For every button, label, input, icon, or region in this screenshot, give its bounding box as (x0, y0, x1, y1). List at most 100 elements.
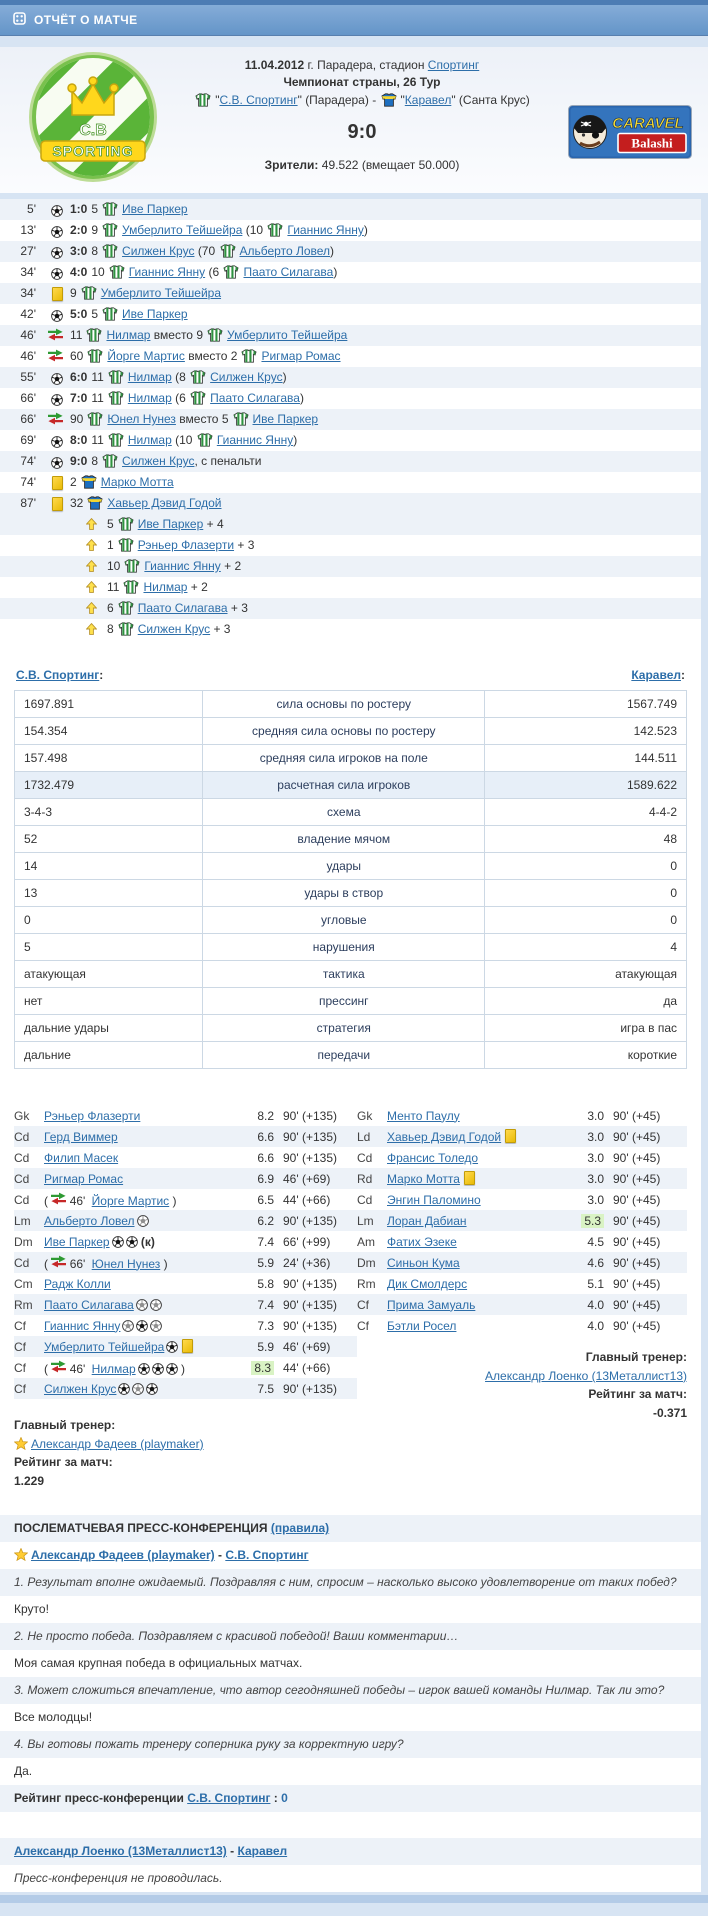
home-team-link[interactable]: С.В. Спортинг (225, 1548, 309, 1563)
player-link[interactable]: Хавьер Дэвид Годой (107, 496, 222, 510)
assist-ball-icon (135, 1298, 148, 1311)
away-stat-value: да (484, 987, 687, 1015)
player-link[interactable]: Гианнис Янну (44, 1318, 121, 1333)
home-team-link[interactable]: С.В. Спортинг (219, 92, 298, 107)
player-link[interactable]: Марко Мотта (100, 475, 174, 489)
player-link[interactable]: Умберлито Тейшейра (44, 1340, 165, 1354)
player-link[interactable]: Паато Силагава (243, 265, 334, 279)
player-link[interactable]: Умберлито Тейшейра (100, 286, 222, 300)
player-link[interactable]: Умберлито Тейшейра (227, 328, 348, 342)
player-link[interactable]: Нилмар (91, 1361, 136, 1376)
player-link[interactable]: Фатих Эзеке (387, 1234, 457, 1249)
event-time: 55' (20, 370, 36, 384)
player-link[interactable]: Рэньер Флазерти (137, 538, 235, 552)
player-number: 60 (70, 349, 84, 363)
player-link[interactable]: Юнел Нунез (107, 412, 176, 426)
player-link[interactable]: Паато Силагава (44, 1297, 134, 1312)
player-link[interactable]: Иве Паркер (122, 307, 188, 321)
home-stat-value: дальние удары (13, 1014, 204, 1042)
player-link[interactable]: Франсис Толедо (387, 1150, 479, 1165)
player-link[interactable]: Нилмар (127, 433, 172, 447)
home-coach-link[interactable]: Александр Фадеев (playmaker) (31, 1436, 204, 1451)
player-link[interactable]: Паато Силагава (210, 391, 300, 405)
lineup-row: Gk Менто Паулу 3.0 90' (+45) (357, 1105, 687, 1126)
player-link[interactable]: Умберлито Тейшейра (122, 223, 243, 237)
player-link[interactable]: Йорге Мартис (107, 349, 185, 363)
player-link[interactable]: Йорге Мартис (91, 1193, 170, 1208)
away-coach-link[interactable]: Александр Лоенко (13Металлист13) (485, 1368, 687, 1383)
stats-row: дальние передачи короткие (13, 1041, 687, 1069)
player-link[interactable]: Альберто Ловел (239, 244, 331, 258)
player-link[interactable]: Лоран Дабиан (387, 1213, 467, 1228)
event-score: 7:0 (70, 391, 88, 405)
top-strip (0, 0, 708, 5)
player-link[interactable]: Нилмар (106, 328, 151, 342)
player-link[interactable]: Юнел Нунез (91, 1256, 161, 1271)
player-link[interactable]: Герд Виммер (44, 1129, 118, 1144)
player-link[interactable]: Ригмар Ромас (44, 1171, 124, 1186)
away-lineup-list: Gk Менто Паулу 3.0 90' (+45) Ld Хавьер Дэвид … (357, 1105, 687, 1336)
player-link[interactable]: Филип Масек (44, 1150, 119, 1165)
player-link[interactable]: Силжен Крус (122, 454, 195, 468)
player-link[interactable]: Гианнис Янну (128, 265, 206, 279)
player-link[interactable]: Гианнис Янну (144, 559, 221, 573)
player-link[interactable]: Силжен Крус (210, 370, 283, 384)
home-shirt-icon (223, 265, 240, 279)
player-link[interactable]: Иве Паркер (44, 1234, 110, 1249)
player-link[interactable]: Синьон Кума (387, 1255, 460, 1270)
goal-ball-icon (50, 205, 63, 217)
player-link[interactable]: Рэньер Флазерти (44, 1108, 141, 1123)
player-link[interactable]: Менто Паулу (387, 1108, 460, 1123)
player-link[interactable]: Прима Замуаль (387, 1297, 476, 1312)
player-number: 9 (91, 223, 99, 237)
home-shirt-icon (207, 328, 223, 342)
match-date-line: 11.04.2012 г. Парадера, стадион Спортинг (168, 57, 556, 74)
player-link[interactable]: Нилмар (127, 370, 172, 384)
player-link[interactable]: Энгин Паломино (387, 1192, 481, 1207)
player-link[interactable]: Иве Паркер (137, 517, 204, 531)
stadium-link[interactable]: Спортинг (427, 58, 480, 72)
player-link[interactable]: Силжен Крус (44, 1381, 117, 1396)
player-link[interactable]: Нилмар (127, 391, 172, 405)
player-link[interactable]: Ригмар Ромас (261, 349, 341, 363)
event-score: 2:0 (70, 223, 88, 237)
player-link[interactable]: Паато Силагава (137, 601, 228, 615)
star-icon (13, 1547, 29, 1562)
svg-text:CARAVEL: CARAVEL (612, 115, 683, 132)
home-shirt-icon (197, 433, 213, 447)
rules-link[interactable]: (правила) (270, 1521, 330, 1536)
home-stat-value: 157.498 (13, 744, 204, 772)
stat-label: владение мячом (202, 825, 486, 853)
player-link[interactable]: Иве Паркер (252, 412, 319, 426)
player-link[interactable]: Бэтли Росел (387, 1318, 457, 1333)
player-link[interactable]: Хавьер Дэвид Годой (387, 1130, 502, 1144)
player-link[interactable]: Марко Мотта (387, 1172, 460, 1186)
player-link[interactable]: Радж Колли (44, 1276, 111, 1291)
player-cell: Гианнис Янну (44, 1319, 242, 1333)
player-link[interactable]: Альберто Ловел (44, 1213, 135, 1228)
player-link[interactable]: Силжен Крус (122, 244, 195, 258)
stat-label: сила основы по ростеру (202, 690, 486, 718)
player-cell: Марко Мотта (387, 1171, 572, 1186)
player-link[interactable]: Иве Паркер (122, 202, 188, 216)
player-link[interactable]: Гианнис Янну (287, 223, 364, 237)
home-team-link[interactable]: С.В. Спортинг (16, 668, 100, 682)
player-rating: 4.6 (587, 1255, 604, 1270)
away-coach-link[interactable]: Александр Лоенко (13Металлист13) (14, 1844, 227, 1859)
stats-row: атакующая тактика атакующая (13, 960, 687, 988)
stat-label: удары (202, 852, 486, 880)
yellow-card-icon (182, 1339, 194, 1353)
home-coach-link[interactable]: Александр Фадеев (playmaker) (31, 1548, 215, 1563)
player-link[interactable]: Силжен Крус (137, 622, 211, 636)
home-team-link[interactable]: С.В. Спортинг (187, 1791, 271, 1806)
away-team-link[interactable]: Каравел (631, 668, 681, 682)
player-link[interactable]: Нилмар (143, 580, 188, 594)
stat-label: стратегия (202, 1014, 486, 1042)
away-team-link[interactable]: Каравел (404, 92, 452, 107)
player-position: Cd (14, 1255, 30, 1270)
home-shirt-icon (102, 223, 118, 237)
away-team-link[interactable]: Каравел (237, 1844, 288, 1859)
player-link[interactable]: Гианнис Янну (216, 433, 294, 447)
player-link[interactable]: Дик Смолдерс (387, 1276, 468, 1291)
goal-ball-icon (50, 247, 63, 259)
